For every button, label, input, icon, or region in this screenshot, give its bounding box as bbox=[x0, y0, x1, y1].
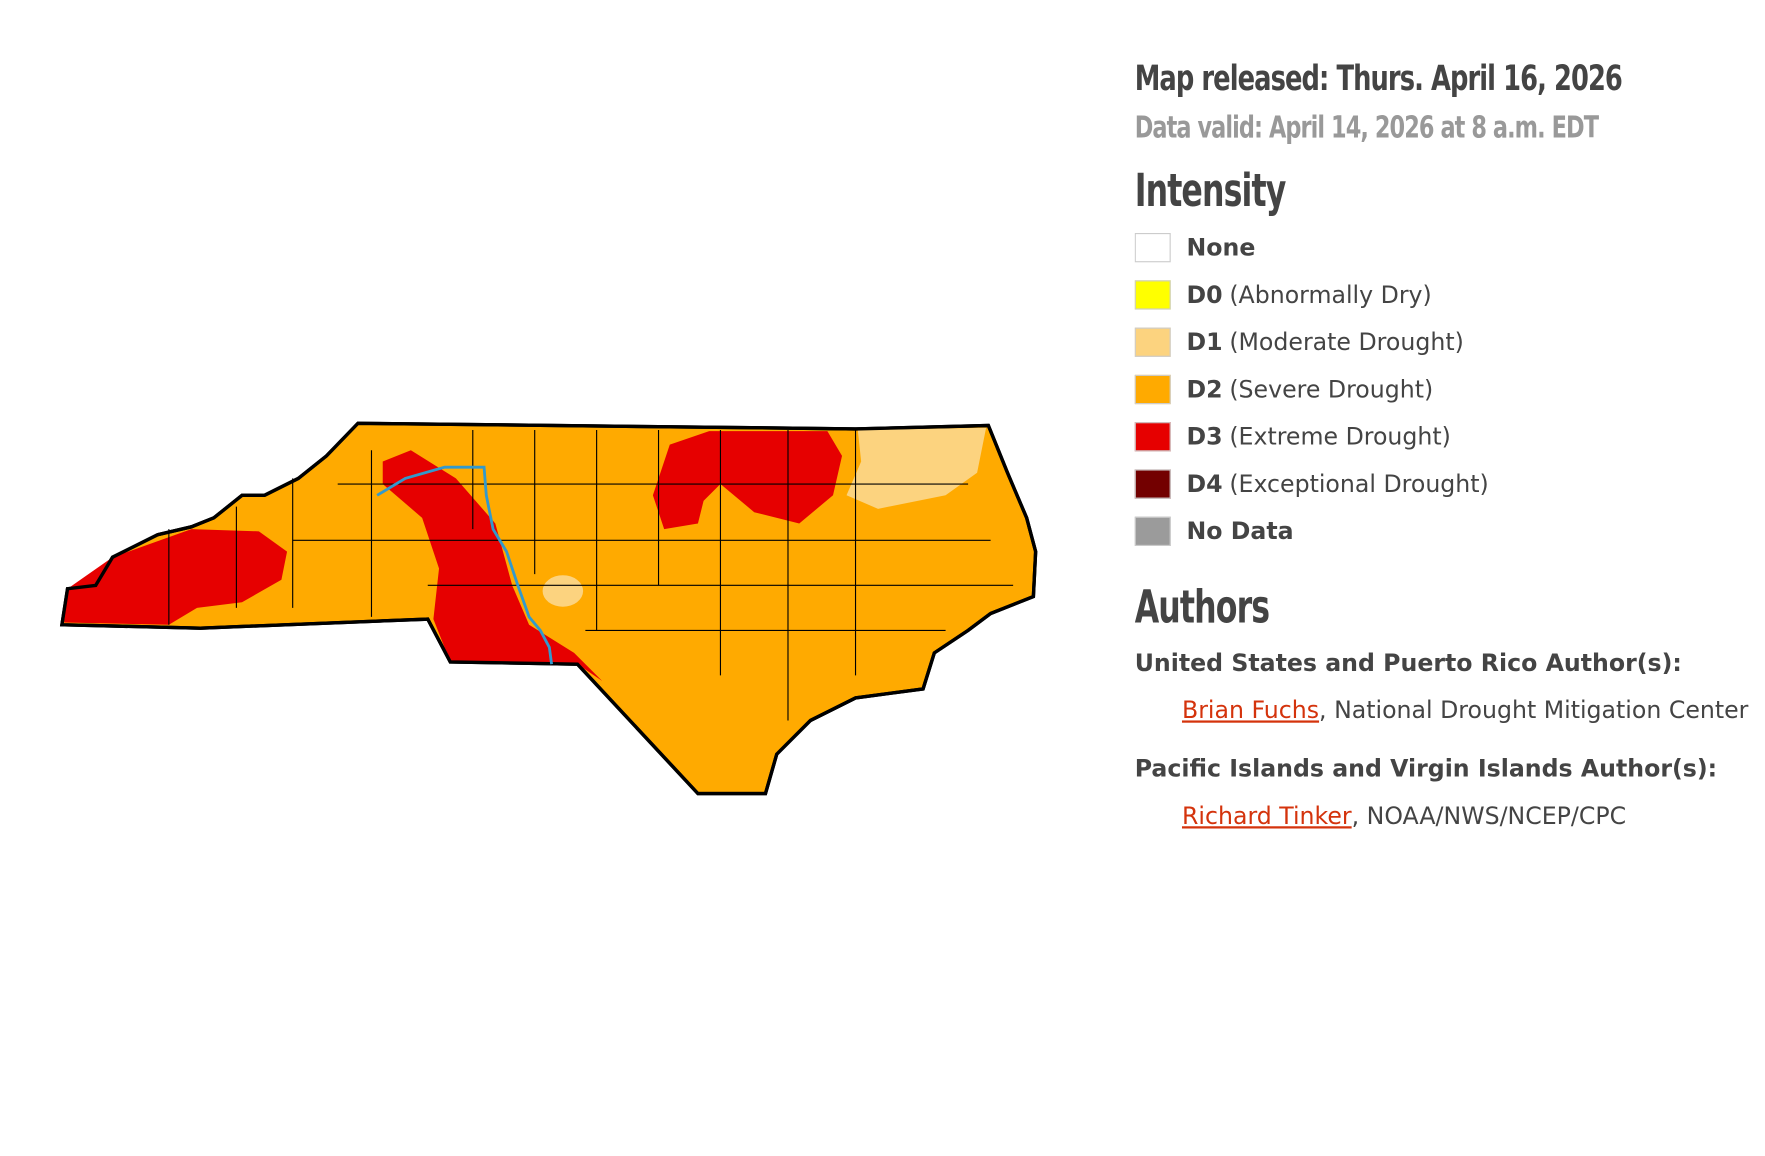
d3-central bbox=[382, 450, 603, 682]
author-heading: Pacific Islands and Virgin Islands Autho… bbox=[1134, 755, 1718, 783]
map-released: Map released: Thurs. April 16, 2026 bbox=[1134, 58, 1623, 100]
legend-label: None bbox=[1186, 234, 1256, 262]
legend-code: D3 bbox=[1186, 423, 1223, 451]
legend-label: (Extreme Drought) bbox=[1229, 423, 1451, 451]
state-outline bbox=[59, 421, 1038, 796]
legend-item: D1 (Moderate Drought) bbox=[1134, 319, 1765, 366]
legend-item: D3 (Extreme Drought) bbox=[1134, 413, 1765, 460]
legend-swatch bbox=[1134, 422, 1171, 452]
legend-code: D2 bbox=[1186, 375, 1223, 404]
legend-code: D1 bbox=[1186, 328, 1223, 356]
side-panel: Map released: Thurs. April 16, 2026 Data … bbox=[1134, 58, 1765, 830]
authors-title: Authors bbox=[1134, 581, 1270, 634]
legend-swatch bbox=[1134, 516, 1171, 546]
author-affiliation: , National Drought Mitigation Center bbox=[1319, 696, 1749, 724]
legend-swatch bbox=[1134, 327, 1171, 357]
legend-swatch bbox=[1134, 233, 1171, 263]
legend-item: No Data bbox=[1134, 508, 1765, 555]
legend-swatch bbox=[1134, 280, 1171, 310]
author-line: Brian Fuchs, National Drought Mitigation… bbox=[1182, 697, 1765, 724]
legend-code: D0 bbox=[1186, 281, 1223, 309]
d1-area bbox=[846, 427, 987, 509]
d3-west bbox=[64, 529, 288, 625]
d3-north bbox=[652, 431, 843, 530]
legend: None D0 (Abnormally Dry) D1 (Moderate Drough… bbox=[1134, 224, 1765, 555]
legend-label: (Severe Drought) bbox=[1229, 375, 1434, 404]
legend-label: (Exceptional Drought) bbox=[1229, 470, 1489, 498]
legend-label: (Abnormally Dry) bbox=[1229, 281, 1432, 309]
author-link[interactable]: Richard Tinker bbox=[1181, 802, 1352, 830]
legend-item: D0 (Abnormally Dry) bbox=[1134, 271, 1765, 318]
county-lines bbox=[168, 430, 1014, 721]
legend-item: D2 (Severe Drought) bbox=[1134, 366, 1765, 413]
legend-item: None bbox=[1134, 224, 1765, 271]
legend-title: Intensity bbox=[1134, 165, 1287, 218]
author-line: Richard Tinker, NOAA/NWS/NCEP/CPC bbox=[1182, 803, 1765, 830]
author-affiliation: , NOAA/NWS/NCEP/CPC bbox=[1351, 802, 1627, 830]
legend-label: No Data bbox=[1186, 517, 1294, 545]
legend-label: (Moderate Drought) bbox=[1229, 328, 1464, 356]
legend-item: D4 (Exceptional Drought) bbox=[1134, 460, 1765, 507]
data-valid: Data valid: April 14, 2026 at 8 a.m. EDT bbox=[1134, 110, 1599, 146]
drought-map bbox=[59, 421, 1038, 796]
legend-code: D4 bbox=[1186, 470, 1223, 498]
d1-spot bbox=[542, 575, 584, 607]
legend-swatch bbox=[1134, 374, 1171, 405]
author-heading: United States and Puerto Rico Author(s): bbox=[1134, 649, 1682, 677]
legend-swatch bbox=[1134, 469, 1171, 499]
author-link[interactable]: Brian Fuchs bbox=[1181, 696, 1320, 724]
river bbox=[376, 465, 553, 665]
